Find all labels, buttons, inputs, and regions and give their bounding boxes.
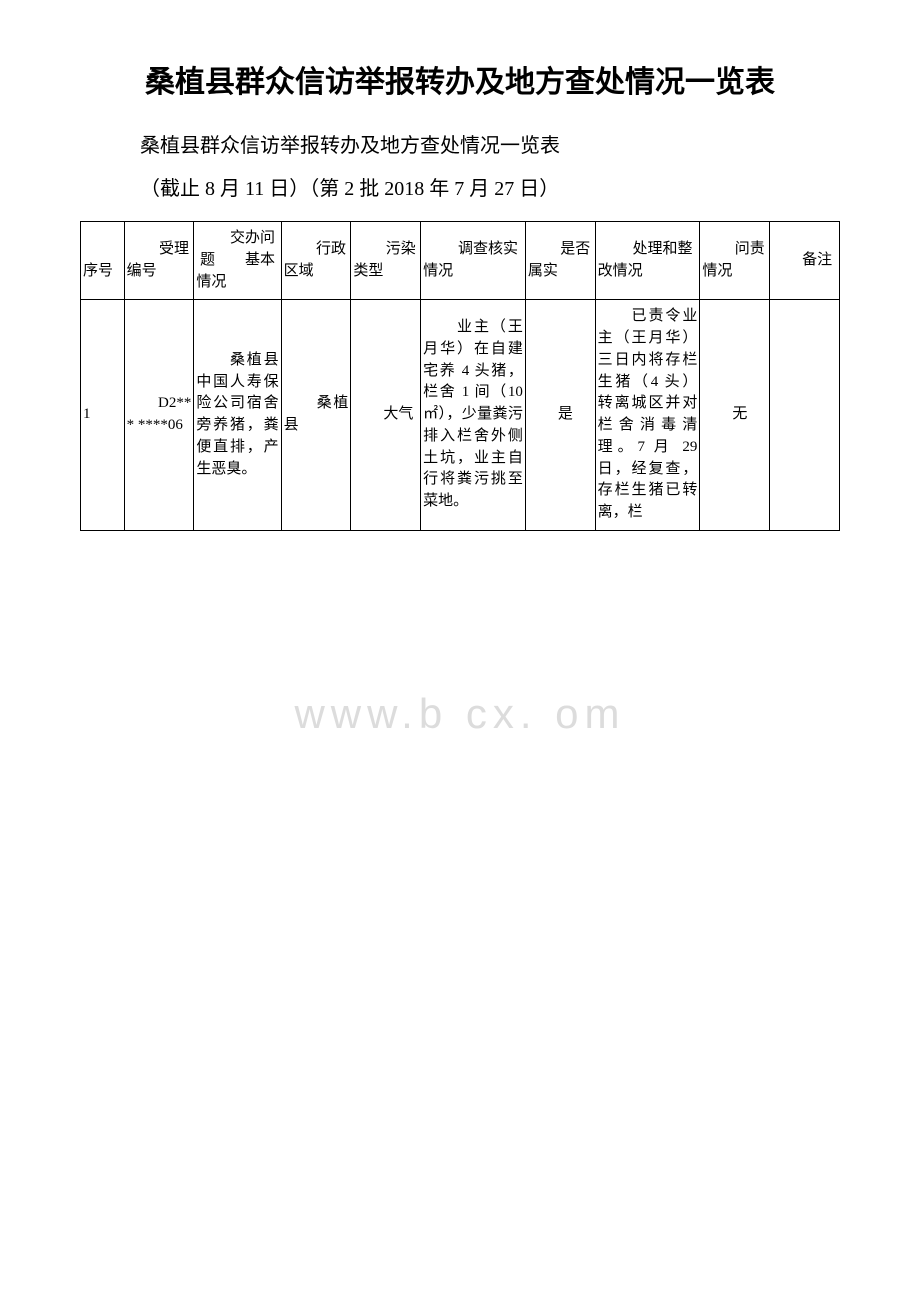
col-header-note: 备注 [770,222,840,300]
col-header-inv: 调查核实情况 [421,222,526,300]
report-table: 序号 受理编号 交办问题 基本情况 行政 区域 污染类型 调查核实情况 是否属实… [80,221,840,531]
col-header-acc: 问责情况 [700,222,770,300]
cell-seq: 1 [81,300,125,531]
cell-inv: 业主（王月华）在自建宅养 4 头猪，栏舍 1 间（10㎡），少量粪污排入栏舍外侧… [421,300,526,531]
cell-acc: 无 [700,300,770,531]
cell-true: 是 [525,300,595,531]
col-header-seq: 序号 [81,222,125,300]
document-dateline: （截止 8 月 11 日）（第 2 批 2018 年 7 月 27 日） [80,172,840,201]
cell-note [770,300,840,531]
document-body: 桑植县群众信访举报转办及地方查处情况一览表 桑植县群众信访举报转办及地方查处情况… [80,60,840,531]
watermark-text: www.b cx. om [294,690,625,738]
col-header-fix: 处理和整改情况 [595,222,700,300]
document-title: 桑植县群众信访举报转办及地方查处情况一览表 [80,60,840,105]
cell-basic: 桑植县中国人寿保险公司宿舍旁养猪，粪便直排，产生恶臭。 [194,300,281,531]
document-subtitle: 桑植县群众信访举报转办及地方查处情况一览表 [80,129,840,158]
table-row: 1 D2*** ****06 桑植县中国人寿保险公司宿舍旁养猪，粪便直排，产生恶… [81,300,840,531]
col-header-true: 是否属实 [525,222,595,300]
col-header-basic: 交办问题 基本情况 [194,222,281,300]
col-header-id: 受理编号 [124,222,194,300]
cell-area: 桑植县 [281,300,351,531]
cell-id: D2*** ****06 [124,300,194,531]
cell-fix: 已责令业主（王月华）三日内将存栏生猪（4 头）转离城区并对栏舍消毒清理。7 月 … [595,300,700,531]
table-header-row: 序号 受理编号 交办问题 基本情况 行政 区域 污染类型 调查核实情况 是否属实… [81,222,840,300]
col-header-area: 行政 区域 [281,222,351,300]
cell-type: 大气 [351,300,421,531]
col-header-type: 污染类型 [351,222,421,300]
